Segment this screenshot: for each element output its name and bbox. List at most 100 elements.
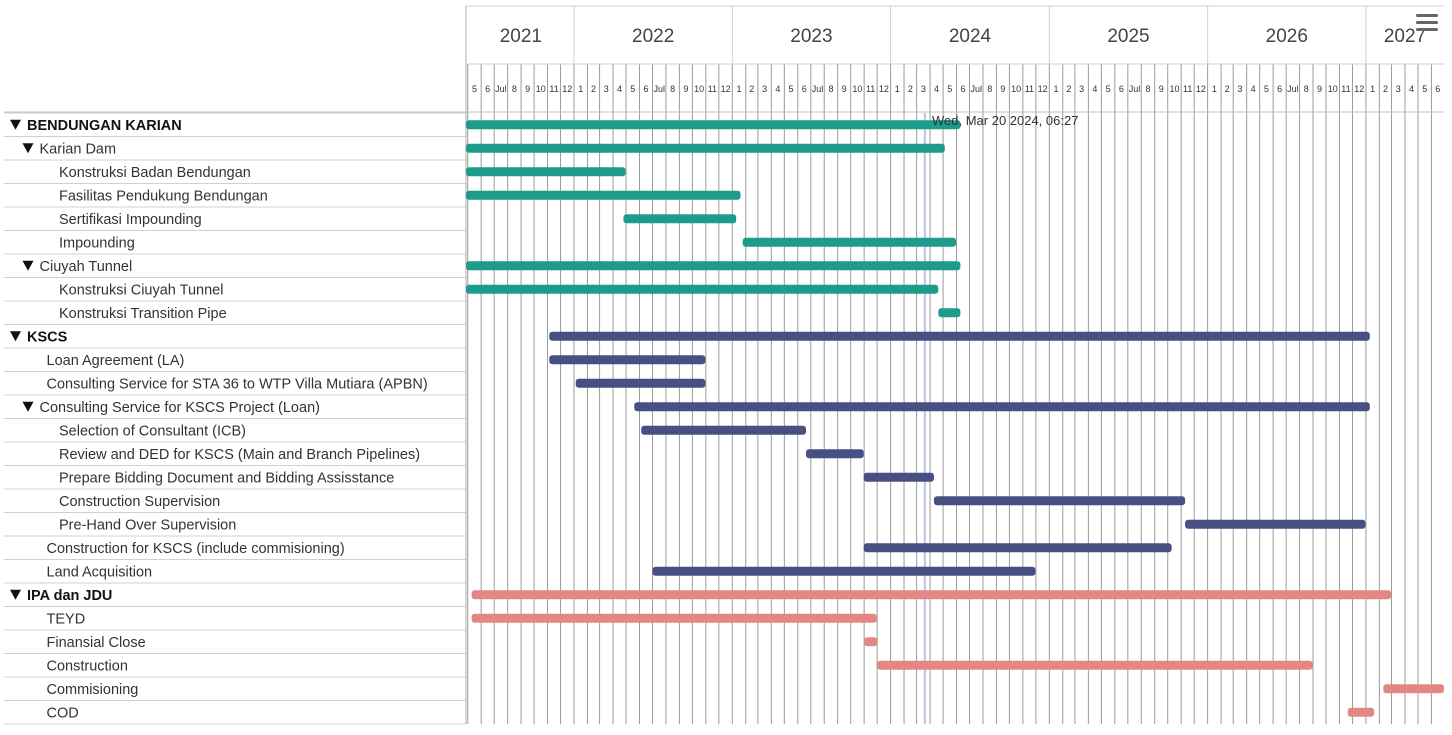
task-bar[interactable] xyxy=(549,355,706,365)
task-label: KSCS xyxy=(27,329,68,345)
month-tick-label: 12 xyxy=(1354,84,1364,94)
task-bar[interactable] xyxy=(634,402,1370,412)
task-label: Ciuyah Tunnel xyxy=(40,259,133,275)
task-label: Review and DED for KSCS (Main and Branch… xyxy=(59,447,420,463)
month-tick-label: 10 xyxy=(694,84,704,94)
month-tick-label: 3 xyxy=(762,84,767,94)
task-label: TEYD xyxy=(47,611,86,627)
month-tick-label: 9 xyxy=(842,84,847,94)
month-tick-label: 11 xyxy=(549,84,558,94)
task-bar[interactable] xyxy=(877,660,1313,670)
task-label: IPA dan JDU xyxy=(27,588,112,604)
task-bar[interactable] xyxy=(466,261,961,271)
month-tick-label: 9 xyxy=(683,84,688,94)
month-tick-label: 6 xyxy=(1119,84,1124,94)
task-bar[interactable] xyxy=(652,566,1036,576)
task-bar[interactable] xyxy=(938,308,961,318)
task-bar[interactable] xyxy=(1383,684,1444,694)
task-label: Konstruksi Ciuyah Tunnel xyxy=(59,282,223,298)
collapse-arrow-icon[interactable] xyxy=(22,260,34,271)
month-tick-label: Jul xyxy=(653,84,665,94)
month-tick-label: 9 xyxy=(525,84,530,94)
month-tick-label: 5 xyxy=(1422,84,1427,94)
year-axis: 2021 2022 2023 2024 2025 2026 2027 xyxy=(500,6,1426,64)
task-bar[interactable] xyxy=(933,496,1186,506)
month-tick-label: 10 xyxy=(1011,84,1021,94)
month-tick-label: 10 xyxy=(852,84,862,94)
task-bar[interactable] xyxy=(471,590,1392,600)
task-bar[interactable] xyxy=(863,472,934,482)
task-bar[interactable] xyxy=(466,120,961,130)
month-tick-label: 3 xyxy=(1237,84,1242,94)
month-tick-label: Jul xyxy=(495,84,507,94)
task-bar[interactable] xyxy=(466,284,939,294)
month-tick-label: 10 xyxy=(1169,84,1179,94)
month-axis: 5 6 Jul 8 9 10 11 12 1 2 3 4 5 6 Jul 8 9 10 11 12 1 2 3 4 5 6 Jul 8… xyxy=(472,84,1440,94)
task-label: Land Acquisition xyxy=(47,564,153,580)
month-tick-label: 8 xyxy=(828,84,833,94)
month-tick-label: 4 xyxy=(1409,84,1414,94)
year-label: 2022 xyxy=(632,26,674,47)
collapse-arrow-icon[interactable] xyxy=(22,401,34,412)
task-bar[interactable] xyxy=(466,167,626,177)
month-tick-label: 8 xyxy=(670,84,675,94)
month-tick-label: 1 xyxy=(895,84,900,94)
task-label: Konstruksi Transition Pipe xyxy=(59,306,227,322)
task-bar[interactable] xyxy=(575,378,706,388)
month-tick-label: 10 xyxy=(536,84,546,94)
task-bar[interactable] xyxy=(864,637,878,647)
task-bar[interactable] xyxy=(863,543,1172,553)
task-label: Fasilitas Pendukung Bendungan xyxy=(59,188,268,204)
month-tick-label: 9 xyxy=(1159,84,1164,94)
month-tick-label: 3 xyxy=(604,84,609,94)
month-tick-label: 9 xyxy=(1000,84,1005,94)
month-tick-label: 2 xyxy=(1383,84,1388,94)
month-tick-label: Jul xyxy=(1129,84,1141,94)
task-bar[interactable] xyxy=(466,190,741,200)
task-label: Karian Dam xyxy=(40,141,117,157)
month-tick-label: 12 xyxy=(879,84,889,94)
task-label: Loan Agreement (LA) xyxy=(47,353,185,369)
task-bar[interactable] xyxy=(806,449,864,459)
month-tick-label: 12 xyxy=(562,84,572,94)
month-tick-label: 6 xyxy=(1277,84,1282,94)
month-tick-label: 11 xyxy=(1341,84,1350,94)
collapse-arrow-icon[interactable] xyxy=(10,331,21,342)
collapse-arrow-icon[interactable] xyxy=(10,119,21,130)
task-label: Pre-Hand Over Supervision xyxy=(59,517,236,533)
task-bar[interactable] xyxy=(549,331,1370,341)
month-tick-label: 8 xyxy=(987,84,992,94)
task-label: Construction for KSCS (include commision… xyxy=(47,541,345,557)
month-tick-label: 12 xyxy=(1038,84,1048,94)
task-bar[interactable] xyxy=(641,425,807,435)
month-tick-label: 1 xyxy=(1054,84,1059,94)
task-list: BENDUNGAN KARIAN Karian Dam Konstruksi Bad… xyxy=(10,118,428,721)
task-label: Konstruksi Badan Bendungan xyxy=(59,165,251,181)
task-bar[interactable] xyxy=(1185,519,1366,529)
year-label: 2026 xyxy=(1266,26,1308,47)
task-label: Selection of Consultant (ICB) xyxy=(59,423,246,439)
month-tick-label: 4 xyxy=(1092,84,1097,94)
month-tick-label: 2 xyxy=(908,84,913,94)
month-tick-label: 6 xyxy=(485,84,490,94)
task-label: Impounding xyxy=(59,235,135,251)
month-tick-label: 3 xyxy=(921,84,926,94)
task-bar[interactable] xyxy=(466,143,945,153)
month-tick-label: 5 xyxy=(472,84,477,94)
task-bar[interactable] xyxy=(742,237,957,247)
task-bar[interactable] xyxy=(1347,707,1375,717)
chart-menu-icon[interactable] xyxy=(1412,10,1440,36)
month-tick-label: 10 xyxy=(1328,84,1338,94)
month-tick-label: 2 xyxy=(1225,84,1230,94)
task-bar[interactable] xyxy=(623,214,737,224)
collapse-arrow-icon[interactable] xyxy=(10,589,21,600)
month-tick-label: Jul xyxy=(812,84,824,94)
collapse-arrow-icon[interactable] xyxy=(22,143,34,154)
month-tick-label: Jul xyxy=(970,84,982,94)
month-tick-label: 4 xyxy=(617,84,622,94)
task-label: Construction xyxy=(47,658,128,674)
task-bar[interactable] xyxy=(471,613,877,623)
month-tick-label: 5 xyxy=(1264,84,1269,94)
year-label: 2021 xyxy=(500,26,542,47)
